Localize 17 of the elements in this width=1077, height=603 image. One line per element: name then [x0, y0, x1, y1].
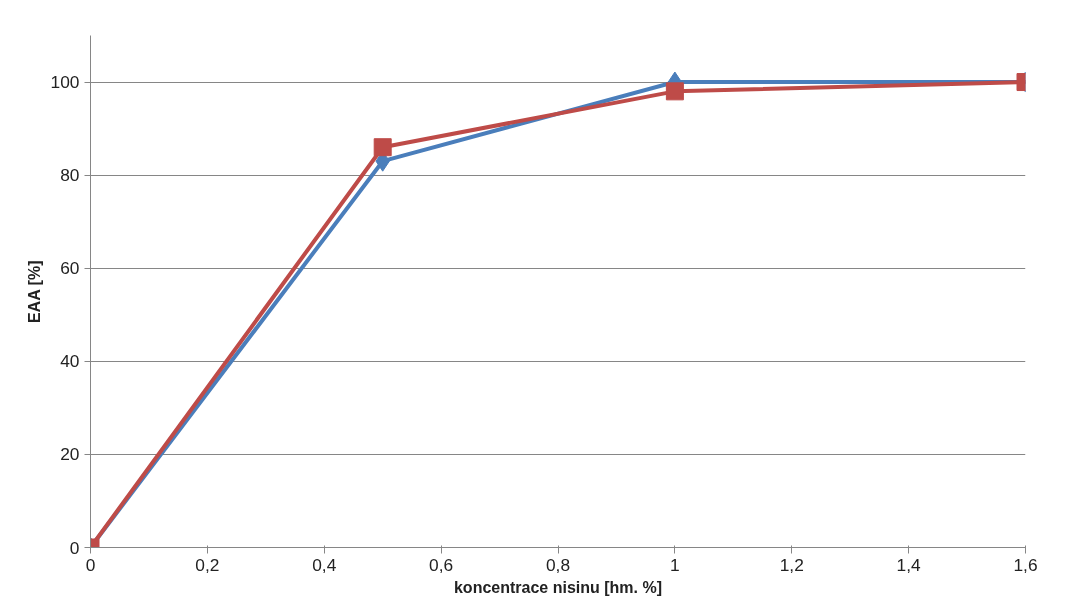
x-tick-label: 1,2	[779, 554, 804, 575]
x-tick-label: 0,2	[195, 554, 220, 575]
y-tick-label: 20	[60, 444, 80, 465]
x-tick-label: 0,6	[429, 554, 454, 575]
x-axis-title: koncentrace nisinu [hm. %]	[453, 578, 663, 596]
y-tick-label: 100	[50, 72, 80, 93]
x-tick-label: 1,6	[1013, 554, 1038, 575]
y-tick-label: 80	[60, 165, 80, 186]
x-tick-label: 1,4	[896, 554, 922, 575]
x-tick-label: 0,4	[312, 554, 337, 575]
y-axis-title: EAA [%]	[25, 260, 43, 324]
y-tick-label: 40	[60, 351, 80, 372]
x-tick-label: 1	[670, 554, 680, 575]
y-tick-label: 60	[60, 258, 80, 279]
x-tick-label: 0,8	[545, 554, 571, 575]
y-tick-label: 0	[69, 537, 80, 558]
x-tick-label: 0	[85, 554, 96, 575]
